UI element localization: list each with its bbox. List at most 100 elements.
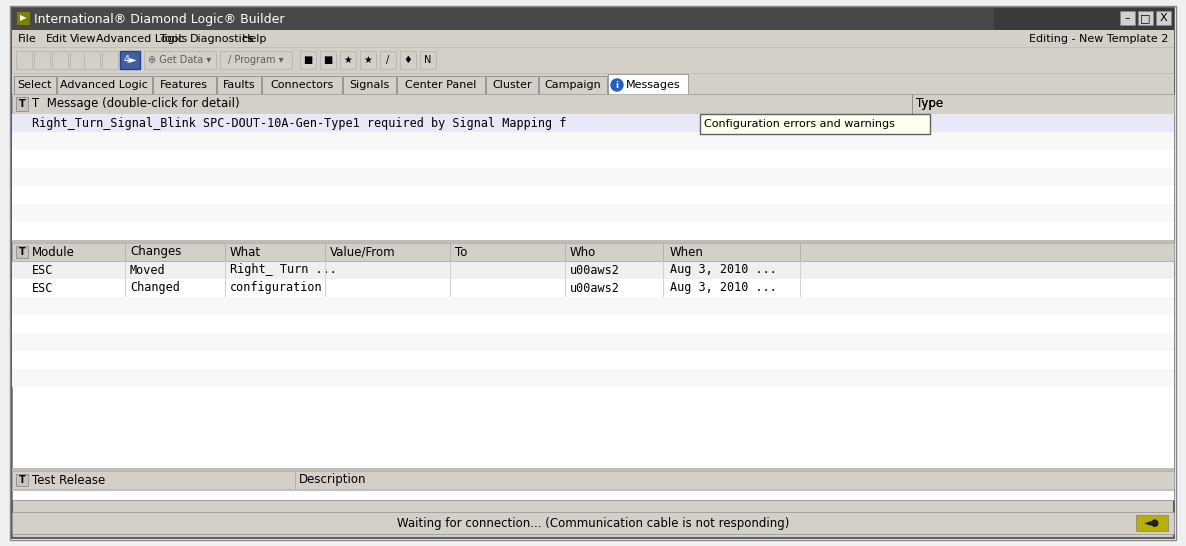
Bar bbox=[12, 74, 1174, 96]
Text: Campaign: Campaign bbox=[544, 80, 601, 90]
Bar bbox=[12, 468, 1174, 471]
Bar bbox=[12, 47, 1174, 48]
Bar bbox=[217, 76, 261, 96]
Text: Test Release: Test Release bbox=[32, 473, 106, 486]
Text: File: File bbox=[18, 34, 37, 44]
Text: Aug 3, 2010 ...: Aug 3, 2010 ... bbox=[670, 282, 777, 294]
Text: When: When bbox=[670, 246, 703, 258]
Bar bbox=[380, 51, 396, 69]
Text: ESC: ESC bbox=[32, 264, 53, 276]
Bar bbox=[1120, 11, 1135, 25]
Bar bbox=[12, 261, 1174, 279]
Text: Connectors: Connectors bbox=[270, 80, 333, 90]
Text: /: / bbox=[387, 55, 390, 65]
Text: International® Diamond Logic® Builder: International® Diamond Logic® Builder bbox=[34, 13, 285, 26]
Text: Value/From: Value/From bbox=[330, 246, 396, 258]
Text: ■: ■ bbox=[324, 55, 332, 65]
Bar bbox=[12, 240, 1174, 243]
Circle shape bbox=[611, 79, 623, 91]
Text: configuration: configuration bbox=[230, 282, 323, 294]
Text: ▶: ▶ bbox=[20, 14, 26, 22]
Bar bbox=[12, 512, 1174, 534]
Bar bbox=[15, 51, 32, 69]
Text: Configuration errors and warnings: Configuration errors and warnings bbox=[704, 119, 895, 129]
Bar bbox=[397, 76, 485, 96]
Text: Tools: Tools bbox=[160, 34, 187, 44]
Text: Select: Select bbox=[18, 80, 52, 90]
Bar bbox=[12, 204, 1174, 222]
Bar bbox=[12, 30, 1174, 48]
Bar bbox=[15, 474, 28, 486]
Bar bbox=[700, 114, 930, 134]
Bar bbox=[420, 51, 436, 69]
Bar bbox=[608, 74, 688, 96]
Text: Advanced Logic: Advanced Logic bbox=[60, 80, 148, 90]
Text: Messages: Messages bbox=[626, 80, 681, 90]
Text: Right_Turn_Signal_Blink SPC-DOUT-10A-Gen-Type1 required by Signal Mapping f: Right_Turn_Signal_Blink SPC-DOUT-10A-Gen… bbox=[32, 116, 567, 129]
Text: ⊕ Get Data ▾: ⊕ Get Data ▾ bbox=[148, 55, 211, 65]
Bar bbox=[1156, 11, 1171, 25]
Text: Waiting for connection... (Communication cable is not responding): Waiting for connection... (Communication… bbox=[397, 517, 789, 530]
Text: Who: Who bbox=[570, 246, 597, 258]
Bar bbox=[12, 8, 1174, 30]
Bar bbox=[12, 186, 1174, 204]
Bar bbox=[343, 76, 396, 96]
Text: ★: ★ bbox=[344, 55, 352, 65]
Bar bbox=[52, 51, 68, 69]
Text: Module: Module bbox=[32, 246, 75, 258]
Bar bbox=[12, 94, 1174, 114]
Bar bbox=[12, 333, 1174, 351]
Bar bbox=[70, 51, 87, 69]
Text: Moved: Moved bbox=[130, 264, 166, 276]
Text: Signals: Signals bbox=[349, 80, 389, 90]
Text: To: To bbox=[455, 246, 467, 258]
Bar bbox=[12, 243, 1174, 261]
Text: Center Panel: Center Panel bbox=[406, 80, 477, 90]
Text: Description: Description bbox=[299, 473, 366, 486]
Text: □: □ bbox=[1140, 13, 1150, 23]
Bar bbox=[12, 471, 1174, 489]
Bar bbox=[144, 51, 216, 69]
Bar bbox=[14, 76, 56, 96]
Bar bbox=[262, 76, 342, 96]
Bar bbox=[361, 51, 376, 69]
Text: Edit: Edit bbox=[46, 34, 68, 44]
Bar bbox=[84, 51, 100, 69]
Text: Features: Features bbox=[160, 80, 208, 90]
Text: ♦: ♦ bbox=[403, 55, 413, 65]
Bar bbox=[15, 97, 28, 111]
Bar bbox=[57, 76, 152, 96]
Bar bbox=[15, 11, 30, 25]
Bar bbox=[153, 76, 216, 96]
Text: Right_ Turn ...: Right_ Turn ... bbox=[230, 264, 337, 276]
Text: Aug 3, 2010 ...: Aug 3, 2010 ... bbox=[670, 264, 777, 276]
Text: Editing - New Template 2: Editing - New Template 2 bbox=[1028, 34, 1168, 44]
Bar bbox=[300, 51, 315, 69]
Bar bbox=[12, 94, 1174, 500]
Text: 4►: 4► bbox=[123, 55, 136, 65]
Bar bbox=[15, 246, 28, 258]
Text: –: – bbox=[1124, 13, 1130, 23]
Text: / Program ▾: / Program ▾ bbox=[228, 55, 283, 65]
Text: u00aws2: u00aws2 bbox=[570, 282, 620, 294]
Text: Diagnostics: Diagnostics bbox=[190, 34, 255, 44]
Bar bbox=[12, 315, 1174, 333]
Bar bbox=[12, 132, 1174, 150]
Bar bbox=[12, 222, 1174, 240]
Text: What: What bbox=[230, 246, 261, 258]
Bar bbox=[34, 51, 50, 69]
Text: Help: Help bbox=[242, 34, 267, 44]
Text: N: N bbox=[425, 55, 432, 65]
Text: u00aws2: u00aws2 bbox=[570, 264, 620, 276]
Text: Faults: Faults bbox=[223, 80, 255, 90]
Bar bbox=[538, 76, 607, 96]
Text: T: T bbox=[19, 475, 25, 485]
Text: View: View bbox=[70, 34, 96, 44]
Bar bbox=[120, 51, 140, 69]
Text: Changes: Changes bbox=[130, 246, 181, 258]
Bar bbox=[219, 51, 292, 69]
Bar bbox=[102, 51, 117, 69]
Text: X: X bbox=[1159, 13, 1167, 23]
Bar bbox=[12, 168, 1174, 186]
Bar bbox=[486, 76, 538, 96]
